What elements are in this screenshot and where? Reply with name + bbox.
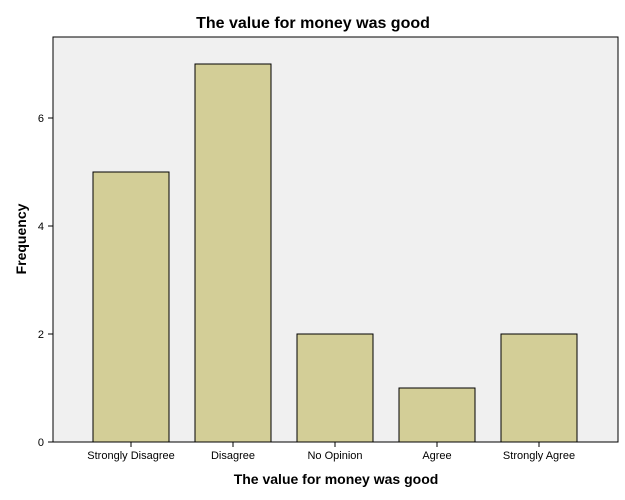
- bar-strongly-disagree: [92, 171, 170, 443]
- y-axis-label: Frequency: [13, 203, 29, 274]
- x-tick-label: Agree: [422, 450, 451, 462]
- bar-no-opinion: [296, 333, 374, 443]
- y-tick-label: 2: [38, 329, 44, 341]
- x-axis: Strongly Disagree Disagree No Opinion Agree…: [87, 442, 575, 462]
- bars-group: [92, 63, 578, 443]
- chart-title: The value for money was good: [196, 15, 430, 32]
- bar-strongly-agree: [500, 333, 578, 443]
- x-tick-label: Disagree: [211, 450, 255, 462]
- bar-disagree: [194, 63, 272, 443]
- x-tick-label: Strongly Disagree: [87, 450, 174, 462]
- y-tick-label: 4: [38, 221, 44, 233]
- x-tick-label: Strongly Agree: [503, 450, 575, 462]
- bar-agree: [398, 387, 476, 443]
- y-axis: 0 2 4 6: [38, 113, 53, 449]
- x-axis-label: The value for money was good: [234, 471, 439, 487]
- y-tick-label: 0: [38, 437, 44, 449]
- x-tick-label: No Opinion: [307, 450, 362, 462]
- y-tick-label: 6: [38, 113, 44, 125]
